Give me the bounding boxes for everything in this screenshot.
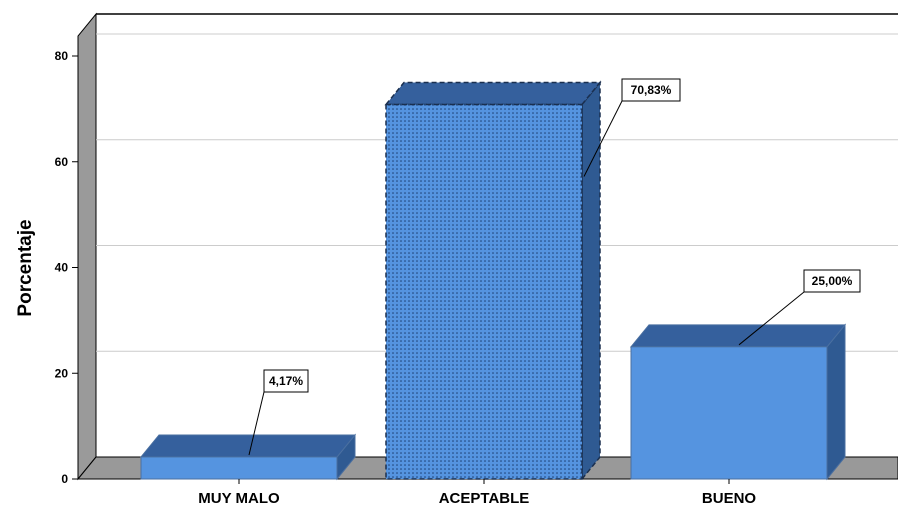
x-tick-label: MUY MALO (198, 490, 280, 506)
y-axis-title: Porcentaje (15, 219, 36, 316)
data-labels: 4,17% 70,83% 25,00% (248, 78, 861, 456)
data-label-box (621, 78, 681, 102)
data-label-box (803, 269, 861, 293)
x-tick-label: BUENO (702, 490, 757, 506)
y-tick-label: 20 (55, 366, 69, 380)
bar (384, 80, 602, 482)
leader-line (583, 100, 623, 177)
data-label-text: 25,00% (812, 274, 853, 288)
x-tick-label: ACEPTABLE (439, 490, 530, 506)
data-label: 25,00% (738, 269, 861, 346)
y-tick-label: 80 (55, 49, 69, 63)
bar-side (581, 80, 601, 482)
bar-top (384, 81, 602, 106)
bars (139, 80, 847, 482)
data-label-box (263, 369, 309, 393)
data-label-text: 70,83% (631, 83, 672, 97)
y-axis-ticks: 0 20 40 60 80 (55, 49, 78, 486)
leader-line (738, 291, 805, 346)
data-label: 70,83% (583, 78, 681, 177)
bar-front (630, 346, 828, 480)
bar-top (629, 324, 847, 348)
bar (629, 323, 847, 481)
leader-line (248, 391, 265, 456)
data-label: 4,17% (248, 369, 309, 456)
bar-side (826, 323, 846, 481)
y-tick-label: 40 (55, 261, 69, 275)
bar (139, 433, 357, 481)
left-wall (77, 12, 97, 481)
x-axis-ticks: MUY MALO ACEPTABLE BUENO (198, 479, 756, 506)
bar-top (139, 434, 357, 458)
y-tick-label: 60 (55, 155, 69, 169)
bar-front (140, 456, 338, 480)
bar-front (385, 103, 583, 480)
data-label-text: 4,17% (269, 374, 303, 388)
y-tick-label: 0 (61, 472, 68, 486)
